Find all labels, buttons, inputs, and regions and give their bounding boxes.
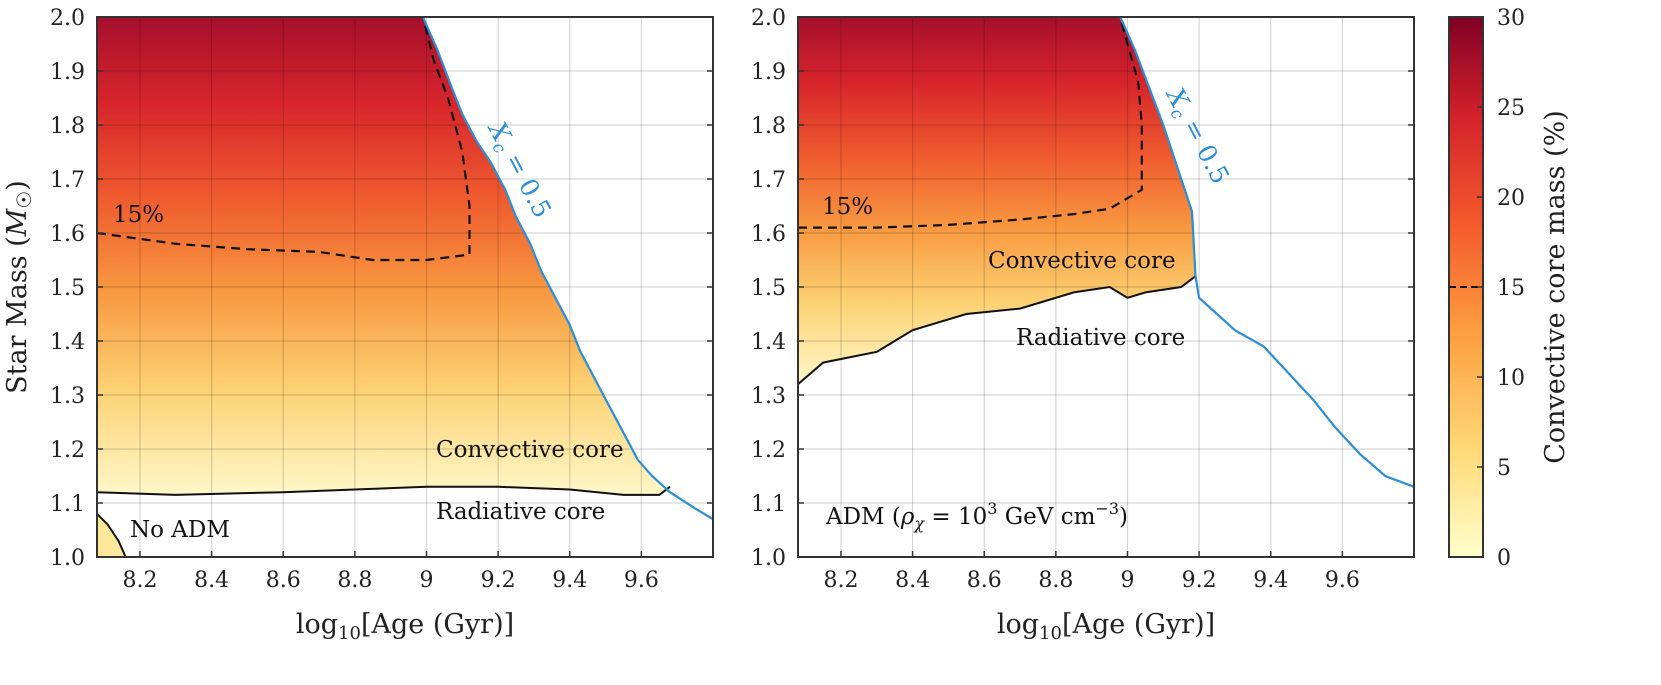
right-contour-label: 15% [822, 194, 873, 220]
colorbar-tick-label: 30 [1497, 6, 1525, 31]
x-tick-label: 9 [419, 568, 433, 593]
colorbar-tick-label: 0 [1497, 546, 1511, 571]
right-ticks: 8.2 8.4 8.6 8.8 9 9.2 9.4 9.6 1.0 1.1 1.2 1.3 1.4 1.5… [751, 6, 1414, 593]
y-tick-label: 1.7 [751, 168, 786, 193]
colorbar-ticks: 0 5 10 15 20 25 30 [1477, 6, 1525, 571]
y-tick-label: 1.3 [751, 384, 786, 409]
y-tick-label: 1.8 [751, 114, 786, 139]
x-tick-label: 9.4 [552, 568, 587, 593]
left-x-axis-label: log10[Age (Gyr)] [296, 609, 514, 644]
x-tick-label: 9.2 [481, 568, 516, 593]
left-model-label: No ADM [130, 517, 230, 543]
x-tick-label: 8.4 [895, 568, 930, 593]
left-corner-region [97, 512, 127, 557]
x-tick-label: 9.6 [1325, 568, 1360, 593]
y-tick-label: 1.6 [751, 222, 786, 247]
left-xc-curve [421, 17, 713, 521]
x-tick-label: 8.4 [194, 568, 229, 593]
y-tick-label: 1.4 [751, 330, 786, 355]
y-tick-label: 2.0 [751, 6, 786, 31]
y-tick-label: 1.9 [751, 60, 786, 85]
y-tick-label: 1.0 [50, 546, 85, 571]
y-tick-label: 2.0 [50, 6, 85, 31]
x-tick-label: 8.2 [823, 568, 858, 593]
left-core-boundary [97, 485, 671, 496]
y-tick-label: 1.9 [50, 60, 85, 85]
x-tick-label: 9.2 [1182, 568, 1217, 593]
sun-symbol: ☉ [12, 191, 36, 209]
panel-right: 8.2 8.4 8.6 8.8 9 9.2 9.4 9.6 1.0 1.1 1.2 1.3 1.4 1.5… [751, 6, 1415, 644]
right-radiative-label: Radiative core [1016, 325, 1185, 351]
left-convective-label: Convective core [436, 437, 624, 463]
x-tick-label: 8.6 [266, 568, 301, 593]
right-contour-15 [798, 17, 1143, 229]
y-tick-label: 1.8 [50, 114, 85, 139]
left-grid [97, 17, 713, 557]
colorbar-label: Convective core mass (%) [1540, 110, 1571, 464]
left-contour-label: 15% [113, 202, 164, 228]
x-tick-label: 8.8 [1038, 568, 1073, 593]
y-tick-label: 1.7 [50, 168, 85, 193]
right-model-label: ADM (ρχ = 103 GeV cm−3) [825, 499, 1128, 533]
y-tick-label: 1.1 [751, 492, 786, 517]
right-grid [798, 17, 1414, 557]
y-tick-label: 1.1 [50, 492, 85, 517]
x-tick-label: 9.4 [1253, 568, 1288, 593]
right-core-boundary [798, 275, 1197, 385]
left-heat-region [97, 17, 670, 495]
y-tick-label: 1.6 [50, 222, 85, 247]
left-y-axis-label: Star Mass (M☉) [2, 180, 36, 394]
y-tick-label: 1.5 [50, 276, 85, 301]
y-tick-label: 1.3 [50, 384, 85, 409]
right-xc-curve [1119, 17, 1414, 488]
colorbar-tick-label: 25 [1497, 96, 1525, 121]
colorbar-tick-label: 20 [1497, 186, 1525, 211]
left-contour-15 [97, 17, 471, 262]
y-tick-label: 1.2 [50, 438, 85, 463]
x-tick-label: 8.6 [967, 568, 1002, 593]
colorbar: 0 5 10 15 20 25 30 Convective core mass (%) [1448, 6, 1571, 571]
y-tick-label: 1.5 [751, 276, 786, 301]
left-radiative-label: Radiative core [436, 499, 605, 525]
left-ticks: 8.2 8.4 8.6 8.8 9 9.2 9.4 9.6 1.0 1.1 1.2 1.3 1.4 1.5… [50, 6, 713, 593]
x-tick-label: 8.2 [122, 568, 157, 593]
colorbar-tick-label: 5 [1497, 456, 1511, 481]
y-tick-label: 1.0 [751, 546, 786, 571]
panel-left: 8.2 8.4 8.6 8.8 9 9.2 9.4 9.6 1.0 1.1 1.2 1.3 1.4 1.5… [2, 6, 714, 644]
colorbar-tick-label: 10 [1497, 366, 1525, 391]
x-tick-label: 9.6 [624, 568, 659, 593]
x-tick-label: 8.8 [337, 568, 372, 593]
right-convective-label: Convective core [988, 248, 1176, 274]
y-tick-label: 1.2 [751, 438, 786, 463]
right-x-axis-label: log10[Age (Gyr)] [997, 609, 1215, 644]
y-tick-label: 1.4 [50, 330, 85, 355]
right-heat-region [798, 17, 1196, 385]
x-tick-label: 9 [1120, 568, 1134, 593]
colorbar-tick-label: 15 [1497, 276, 1525, 301]
